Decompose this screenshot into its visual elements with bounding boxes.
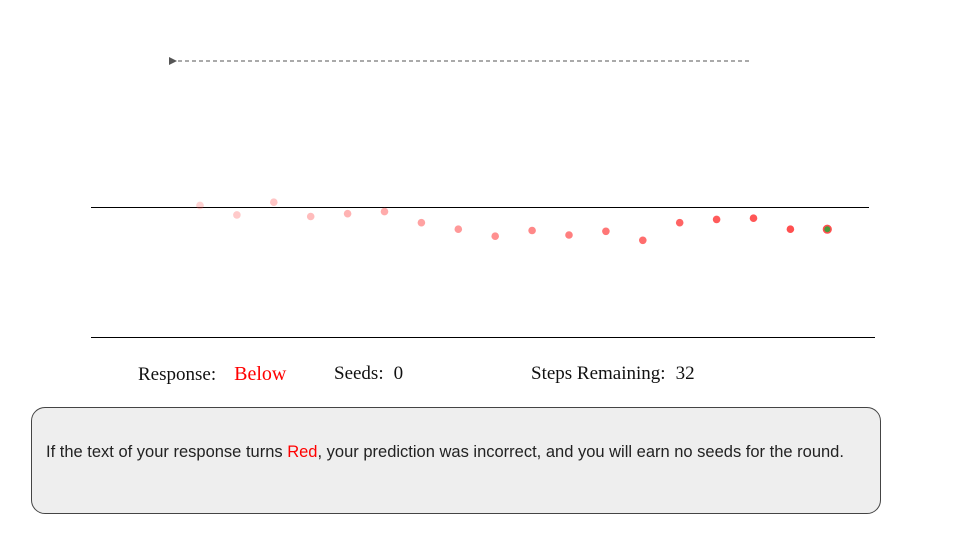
trajectory-dot [749, 214, 758, 222]
trajectory-dot [565, 231, 573, 239]
note-text-highlight: Red [287, 443, 318, 461]
trajectory-dot [233, 211, 241, 219]
trajectory-dot [380, 207, 389, 216]
response-label: Response: [138, 364, 217, 385]
seeds-status: Seeds: 0 [334, 363, 403, 385]
steps-remaining-status: Steps Remaining: 32 [531, 363, 695, 385]
trajectory-dot [786, 225, 795, 233]
trajectory-dot [675, 218, 684, 227]
trajectory-dot [639, 236, 647, 245]
seeds-value: 0 [393, 363, 404, 384]
response-status: Response: Below [138, 363, 286, 386]
response-value: Below [234, 363, 287, 385]
trajectory-dot [491, 232, 500, 240]
trajectory-dot [343, 209, 352, 218]
seeds-label: Seeds: [334, 363, 384, 384]
trajectory-dot [454, 225, 463, 233]
trajectory-dot [417, 218, 426, 227]
instruction-box: If the text of your response turns Red, … [31, 407, 881, 514]
trajectory-dot [306, 212, 315, 221]
trajectory-dot [712, 215, 721, 224]
trajectory-dot [528, 226, 536, 235]
note-text-before: If the text of your response turns [46, 443, 288, 461]
game-scene [91, 57, 875, 338]
steps-value: 32 [675, 363, 695, 384]
trajectory-dots [196, 198, 832, 245]
trajectory-dot [270, 198, 278, 206]
note-text-after: , your prediction was incorrect, and you… [317, 443, 844, 461]
steps-label: Steps Remaining: [531, 363, 666, 384]
trajectory-dot [602, 227, 610, 236]
trajectory-dot [196, 201, 204, 210]
current-position-dot [822, 224, 832, 234]
